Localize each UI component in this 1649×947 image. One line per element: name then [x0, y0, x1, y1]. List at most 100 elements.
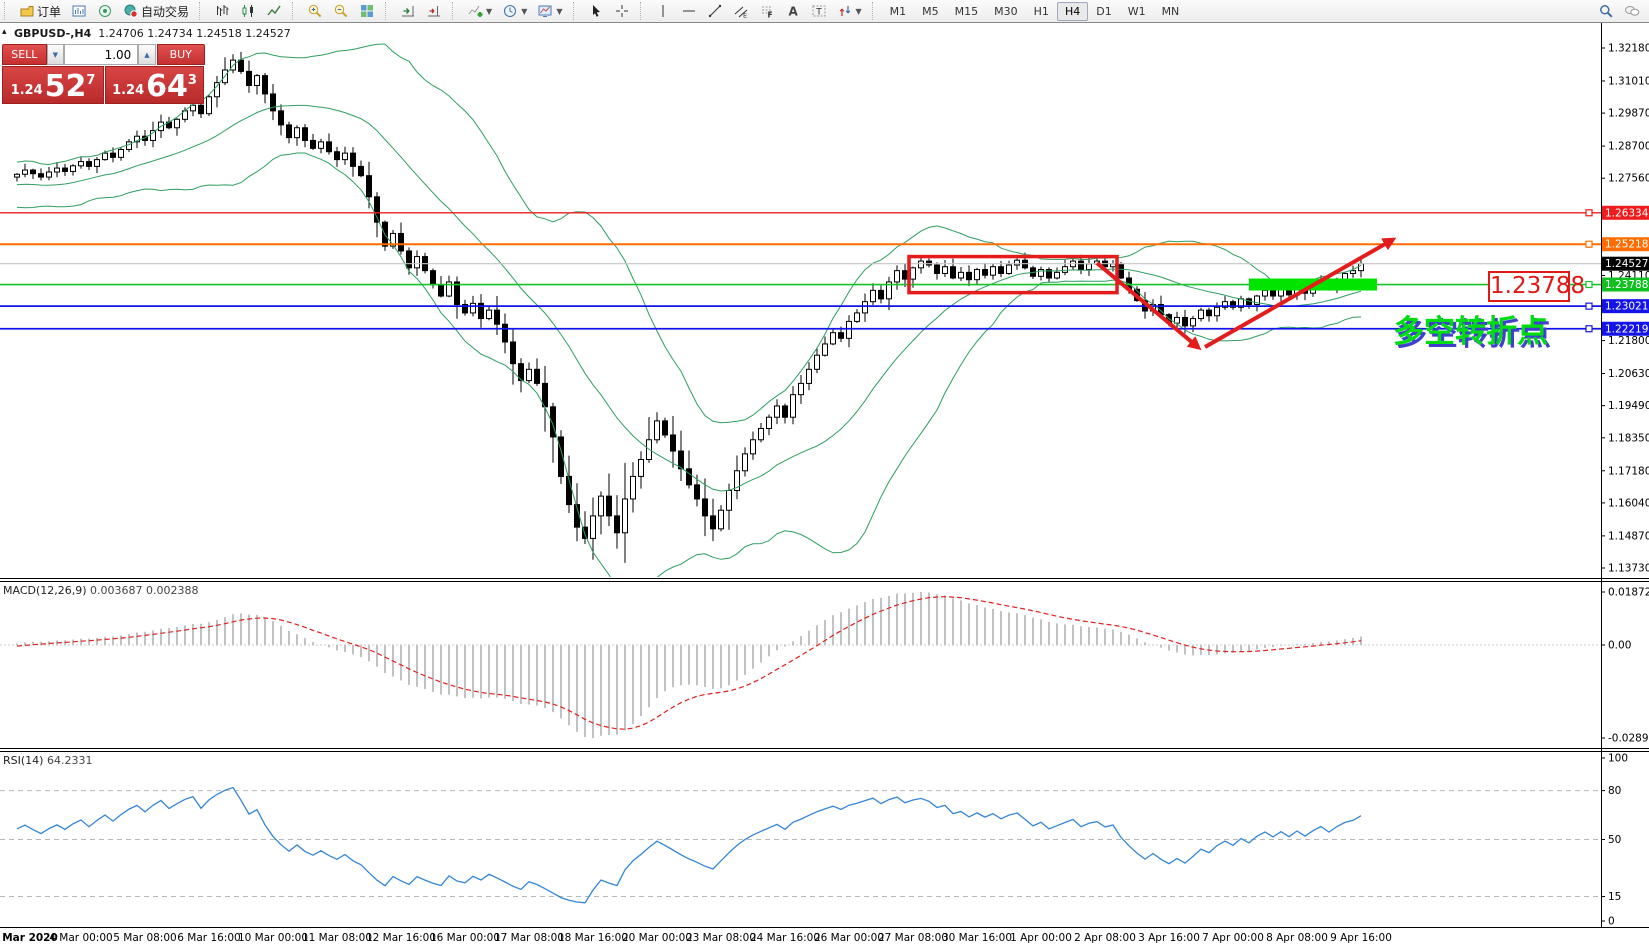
- timeframe-m15-button[interactable]: M15: [954, 4, 979, 18]
- macd-axis-tick: 0.00: [1608, 640, 1631, 652]
- bid-price-button[interactable]: 1.24 52 7: [2, 66, 104, 104]
- chart-ohlc-close: 1.24527: [245, 27, 291, 40]
- price-axis-tick: 1.21800: [1608, 335, 1649, 347]
- fibonacci-button[interactable]: F: [755, 1, 779, 21]
- buy-button[interactable]: BUY: [156, 44, 205, 65]
- up-trend-arrow[interactable]: [1204, 237, 1397, 349]
- chat-button[interactable]: [1620, 1, 1644, 21]
- ask-price-big: 64: [146, 69, 188, 104]
- macd-axis-tick: 0.018721: [1608, 587, 1649, 599]
- hline-button[interactable]: [677, 1, 701, 21]
- volume-increase-button[interactable]: ▲: [138, 44, 156, 65]
- bar-chart-icon: [217, 5, 229, 16]
- svg-text:T: T: [815, 8, 822, 18]
- vline-button[interactable]: [651, 1, 675, 21]
- price-tag-label: 1.23021: [1605, 301, 1648, 313]
- svg-text:E: E: [743, 12, 747, 20]
- chevron-down-icon[interactable]: ▼: [855, 6, 862, 16]
- price-axis-tick: 1.16040: [1608, 497, 1649, 509]
- one-click-collapse-arrow[interactable]: ▴: [2, 27, 7, 37]
- time-axis-label: 8 Apr 08:00: [1266, 932, 1328, 944]
- line-handle-icon[interactable]: [1585, 280, 1593, 289]
- tile-windows-button[interactable]: [355, 1, 379, 21]
- cursor-button[interactable]: [584, 1, 608, 21]
- ask-price-button[interactable]: 1.24 64 3: [105, 66, 204, 104]
- ask-price-sup: 3: [187, 73, 197, 88]
- signals-button[interactable]: [93, 1, 117, 21]
- timeframe-d1-button[interactable]: D1: [1096, 4, 1112, 18]
- trendline-icon: [708, 4, 721, 18]
- svg-text:A: A: [788, 5, 798, 19]
- timeframe-m30-button[interactable]: M30: [994, 4, 1018, 18]
- timeframe-w1-button[interactable]: W1: [1127, 4, 1146, 18]
- templates-button[interactable]: ▼: [533, 1, 566, 21]
- volume-decrease-button[interactable]: ▼: [46, 44, 64, 65]
- sell-button[interactable]: SELL: [2, 44, 47, 65]
- arrows-button[interactable]: ▼: [833, 1, 866, 21]
- macd-main-value: 0.003687: [90, 584, 143, 597]
- line-handle-icon[interactable]: [1585, 240, 1593, 248]
- crosshair-button[interactable]: [610, 1, 634, 21]
- tile-windows-icon: [361, 5, 374, 17]
- new-indicator-button[interactable]: ▼: [463, 1, 496, 21]
- line-chart-button[interactable]: [262, 1, 286, 21]
- rsi-axis-tick: 50: [1608, 834, 1621, 846]
- volume-input[interactable]: 1.00: [63, 44, 139, 65]
- market-watch-button[interactable]: [67, 1, 91, 21]
- price-axis-tick: 1.32180: [1608, 43, 1649, 55]
- price-axis-tick: 1.27560: [1608, 173, 1649, 185]
- chevron-down-icon[interactable]: ▼: [556, 6, 563, 16]
- chart-shift-button[interactable]: [422, 1, 446, 21]
- price-axis[interactable]: 1.321801.310101.298701.287001.275601.241…: [1601, 43, 1649, 928]
- line-handle-icon[interactable]: [1585, 325, 1593, 333]
- trendline-button[interactable]: [703, 1, 727, 21]
- timeframe-h1-button[interactable]: H1: [1033, 4, 1049, 18]
- autotrading-button[interactable]: 自动交易: [119, 1, 193, 22]
- price-axis-tick: 1.31010: [1608, 75, 1649, 87]
- bollinger-middle-band: [16, 104, 1362, 492]
- line-handle-icon[interactable]: [1585, 302, 1593, 310]
- bar-chart-button[interactable]: [210, 1, 234, 21]
- time-axis-label: 16 Mar 00:00: [430, 932, 500, 944]
- candlestick-button[interactable]: [236, 1, 260, 21]
- down-trend-arrow[interactable]: [1095, 261, 1202, 351]
- annotation-note-text[interactable]: 多空转折点: [1393, 314, 1548, 350]
- macd-indicator-label: MACD(12,26,9) 0.003687 0.002388: [3, 584, 199, 597]
- text-label-button[interactable]: T: [807, 1, 831, 21]
- text-button[interactable]: A: [781, 1, 805, 21]
- timeframe-m1-button[interactable]: M1: [889, 4, 907, 18]
- price-callout-label[interactable]: 1.23788: [1488, 271, 1585, 302]
- channel-button[interactable]: E: [729, 1, 753, 21]
- time-axis-label: 18 Mar 16:00: [558, 932, 628, 944]
- timeframe-m5-button[interactable]: M5: [922, 4, 939, 18]
- rsi-axis-tick: 80: [1608, 785, 1621, 797]
- zoom-out-button[interactable]: [329, 1, 353, 21]
- time-axis-label: Mar 2020: [2, 932, 58, 944]
- periods-button[interactable]: ▼: [498, 1, 531, 21]
- auto-scroll-button[interactable]: [396, 1, 420, 21]
- rsi-indicator-label: RSI(14) 64.2331: [3, 754, 92, 767]
- timeframe-h4-button[interactable]: H4: [1056, 1, 1089, 21]
- crosshair-icon: [615, 5, 628, 17]
- timeframe-mn-button[interactable]: MN: [1161, 4, 1180, 18]
- consolidation-rectangle[interactable]: [907, 254, 1119, 295]
- price-axis-tick: 1.14870: [1608, 530, 1649, 542]
- new-indicator-icon: [468, 5, 483, 17]
- price-tag: [1602, 256, 1649, 271]
- new-order-icon: [20, 6, 34, 17]
- chevron-down-icon[interactable]: ▼: [486, 6, 493, 16]
- price-axis-tick: 1.19490: [1608, 400, 1649, 412]
- time-axis-label: 26 Mar 00:00: [814, 932, 884, 944]
- price-tag-label: 1.26334: [1605, 207, 1649, 219]
- chevron-down-icon[interactable]: ▼: [521, 6, 528, 16]
- line-handle-icon[interactable]: [1585, 209, 1593, 217]
- bollinger-lower-band: [16, 152, 1362, 577]
- search-button[interactable]: [1594, 1, 1618, 21]
- time-axis-label: 4 Mar 00:00: [49, 932, 112, 944]
- toolbar-separator: [199, 2, 205, 20]
- zoom-in-button[interactable]: [303, 1, 327, 21]
- new-order-button[interactable]: 订单: [15, 1, 65, 22]
- macd-name: MACD(12,26,9): [3, 584, 87, 597]
